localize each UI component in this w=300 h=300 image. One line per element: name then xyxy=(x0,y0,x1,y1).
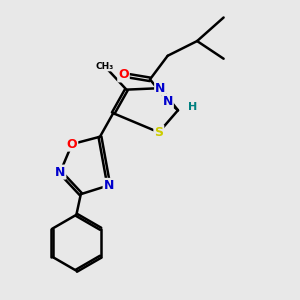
Text: S: S xyxy=(154,126,163,139)
Text: N: N xyxy=(55,166,65,178)
Text: O: O xyxy=(118,68,129,81)
Text: N: N xyxy=(103,179,114,192)
Text: H: H xyxy=(188,102,197,112)
Text: N: N xyxy=(155,82,166,95)
Text: N: N xyxy=(163,95,173,108)
Text: O: O xyxy=(67,138,77,151)
Text: CH₃: CH₃ xyxy=(95,61,113,70)
